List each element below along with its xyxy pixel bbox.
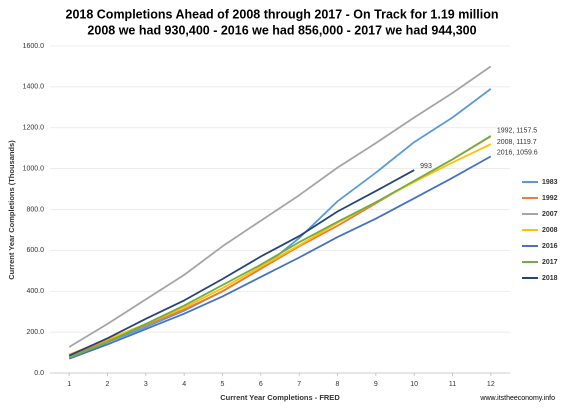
y-tick-label: 1200.0 — [23, 125, 45, 132]
legend-label: 2017 — [542, 259, 558, 266]
y-tick-label: 1400.0 — [23, 84, 45, 91]
x-tick-label: 5 — [221, 381, 225, 388]
x-tick-label: 7 — [297, 381, 301, 388]
data-label: 2016, 1059.6 — [497, 149, 538, 156]
legend-label: 1983 — [542, 179, 558, 186]
y-tick-label: 800.0 — [26, 206, 44, 213]
legend-label: 2008 — [542, 227, 558, 234]
x-tick-label: 9 — [374, 381, 378, 388]
x-tick-label: 2 — [106, 381, 110, 388]
series-line — [68, 135, 492, 359]
series-line — [68, 65, 492, 348]
data-label: 1992, 1157.5 — [497, 127, 537, 134]
y-tick-label: 400.0 — [26, 288, 44, 295]
x-tick-label: 8 — [336, 381, 340, 388]
x-tick-label: 4 — [182, 381, 186, 388]
chart-subtitle: 2008 we had 930,400 - 2016 we had 856,00… — [87, 23, 476, 37]
chart-title: 2018 Completions Ahead of 2008 through 2… — [66, 7, 499, 21]
source: www.itstheeconomy.info — [479, 395, 555, 402]
y-tick-label: 0.0 — [34, 370, 44, 377]
y-tick-label: 600.0 — [26, 247, 44, 254]
x-tick-label: 12 — [487, 381, 495, 388]
x-axis-label: Current Year Completions - FRED — [220, 393, 340, 402]
x-tick-label: 10 — [410, 381, 418, 388]
legend-label: 2007 — [542, 211, 558, 218]
y-axis-label: Current Year Completions (Thousands) — [7, 140, 16, 280]
x-tick-label: 3 — [144, 381, 148, 388]
series-line — [68, 169, 415, 357]
data-label: 993 — [420, 163, 432, 170]
data-label: 2008, 1119.7 — [497, 139, 537, 146]
x-tick-label: 11 — [449, 381, 456, 388]
x-tick-label: 1 — [67, 381, 71, 388]
x-tick-label: 6 — [259, 381, 263, 388]
legend-label: 2016 — [542, 243, 558, 250]
legend-label: 1992 — [542, 195, 558, 202]
legend-label: 2018 — [542, 275, 558, 282]
y-tick-label: 200.0 — [26, 329, 44, 336]
y-tick-label: 1000.0 — [23, 165, 45, 172]
y-tick-label: 1600.0 — [23, 43, 45, 50]
series-line — [68, 155, 492, 360]
